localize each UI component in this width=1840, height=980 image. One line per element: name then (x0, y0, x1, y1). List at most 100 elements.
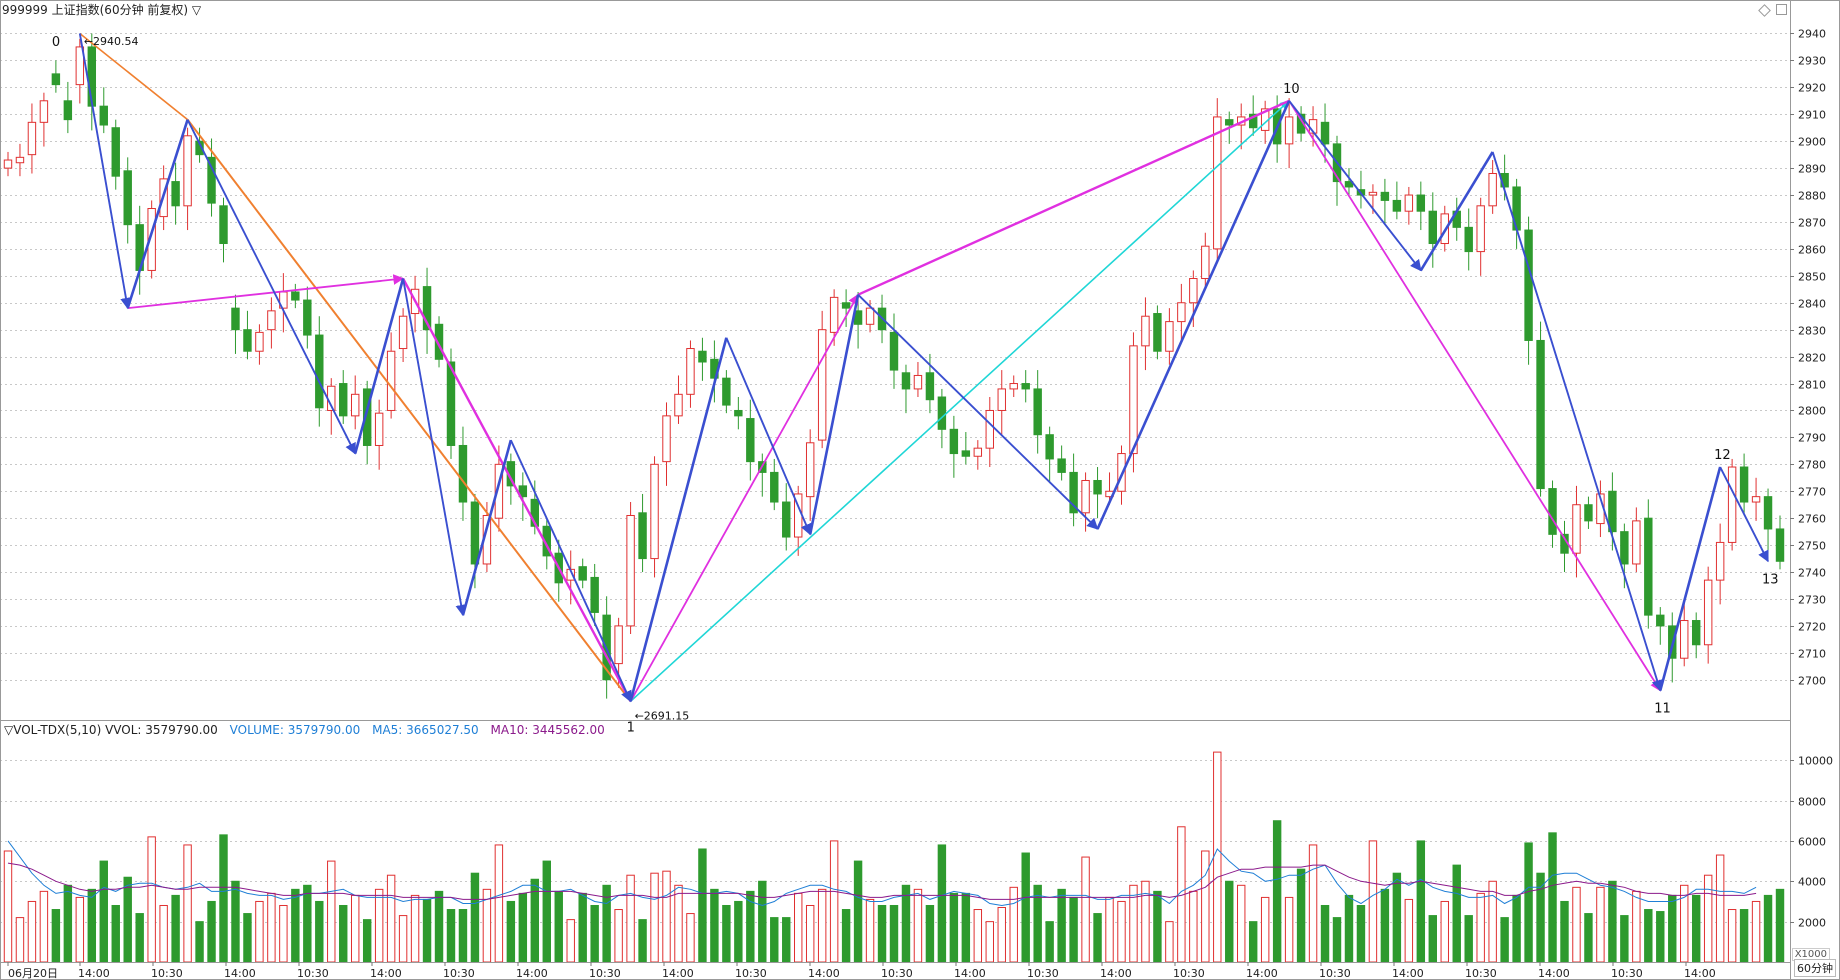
candle-body (698, 350, 707, 363)
price-tick-label: 2920 (1798, 82, 1826, 95)
candle-body (15, 156, 25, 164)
candle-body (662, 415, 671, 463)
candle-body (1296, 113, 1306, 134)
time-tick-label: 06月20日 (8, 967, 58, 980)
volume-bar (1739, 909, 1749, 963)
volume-bar (1512, 894, 1521, 963)
candle-body (39, 100, 49, 123)
volume-bar (374, 888, 384, 963)
volume-bar (889, 904, 899, 963)
volume-bar (566, 919, 575, 963)
volume-bar (1368, 840, 1378, 963)
volume-bar (315, 900, 324, 963)
candle-body (817, 329, 827, 441)
candle-body (422, 286, 432, 331)
zigzag-blue-segment (126, 119, 189, 309)
volume-bar (1213, 751, 1222, 963)
volume-bar (63, 884, 73, 963)
time-tick-label: 10:30 (1027, 967, 1059, 980)
candle-body (446, 361, 456, 446)
volume-ma10-line (7, 862, 1757, 900)
candle-body (1057, 458, 1066, 473)
candle-body (829, 296, 839, 333)
candle-body (1524, 229, 1533, 341)
candle-body (937, 396, 947, 430)
volume-bar (207, 900, 216, 963)
candle-body (231, 307, 240, 331)
volume-bar (1404, 898, 1414, 963)
candle-body (171, 181, 180, 207)
candle-body (949, 428, 959, 455)
candle-body (1081, 479, 1090, 514)
volume-bar (1237, 884, 1246, 963)
period-badge[interactable]: 60分钟 (1794, 959, 1836, 977)
volume-bar (1548, 832, 1557, 963)
volume-bar (1751, 900, 1761, 963)
time-tick-label: 14:00 (1684, 967, 1716, 980)
candle-body (470, 501, 480, 565)
candle-body (147, 208, 156, 271)
candle-body (1189, 278, 1198, 304)
time-tick-label: 14:00 (224, 967, 256, 980)
candle-body (997, 388, 1006, 411)
price-tick-label: 2940 (1798, 28, 1826, 41)
price-tick-label: 2800 (1798, 405, 1826, 418)
volume-bar (997, 907, 1006, 963)
volume-bar (1033, 884, 1042, 963)
volume-bar (901, 884, 911, 963)
volume-bar (554, 890, 563, 963)
volume-bar (1284, 896, 1294, 963)
volume-bar (805, 904, 815, 963)
candle-body (1488, 172, 1497, 207)
volume-bar (1703, 874, 1713, 963)
pivot-label: 0 (52, 35, 60, 50)
zigzag-blue-segment (186, 119, 357, 455)
candle-body (1703, 579, 1713, 646)
zigzag-blue-segment (725, 337, 812, 536)
zigzag-blue-segment (509, 439, 632, 703)
candle-body (913, 374, 923, 390)
price-tick-label: 2730 (1798, 594, 1826, 607)
candle-body (518, 485, 528, 498)
candle-body (63, 100, 73, 121)
volume-bar (638, 919, 647, 963)
volume-bar (626, 874, 635, 963)
candle-body (925, 372, 935, 401)
volume-bars (3, 751, 1785, 963)
volume-bar (1248, 921, 1258, 963)
volume-bar (770, 917, 779, 963)
candle-body (1763, 496, 1773, 530)
volume-bar (1189, 890, 1198, 963)
candle-body (1225, 119, 1234, 126)
volume-bar (1763, 894, 1773, 963)
chart-title[interactable]: 999999 上证指数(60分钟 前复权) ▽ (2, 3, 202, 17)
pivot-label: 11 (1654, 702, 1671, 717)
time-tick-label: 10:30 (1319, 967, 1351, 980)
volume-bar (1344, 894, 1354, 963)
volume-legend-volume: VOLUME: 3579790.00 (229, 723, 361, 737)
candlesticks (3, 33, 1785, 699)
volume-bar (75, 896, 85, 963)
volume-bar (303, 884, 312, 963)
volume-bar (99, 860, 108, 963)
restore-window-icon[interactable] (1776, 4, 1787, 15)
time-tick-label: 10:30 (881, 967, 913, 980)
candle-body (339, 383, 348, 417)
zigzag-blue-segment (808, 294, 860, 535)
volume-bar (817, 888, 827, 963)
volume-tick-label: 2000 (1798, 917, 1826, 930)
candle-body (1739, 466, 1749, 503)
volume-legend-prefix[interactable]: ▽VOL-TDX(5,10) VVOL: 3579790.00 (4, 723, 218, 737)
volume-bar (1572, 886, 1581, 963)
zigzag-blue-segment (461, 439, 513, 616)
volume-bar (1691, 894, 1701, 963)
volume-bar (1715, 854, 1725, 963)
time-tick-label: 14:00 (370, 967, 402, 980)
candle-body (1021, 383, 1030, 390)
volume-bar (1021, 852, 1030, 963)
candle-body (1656, 614, 1665, 627)
pivot-label: 12 (1714, 448, 1731, 463)
candle-body (973, 447, 983, 457)
candle-body (865, 307, 875, 325)
candle-body (350, 393, 360, 417)
